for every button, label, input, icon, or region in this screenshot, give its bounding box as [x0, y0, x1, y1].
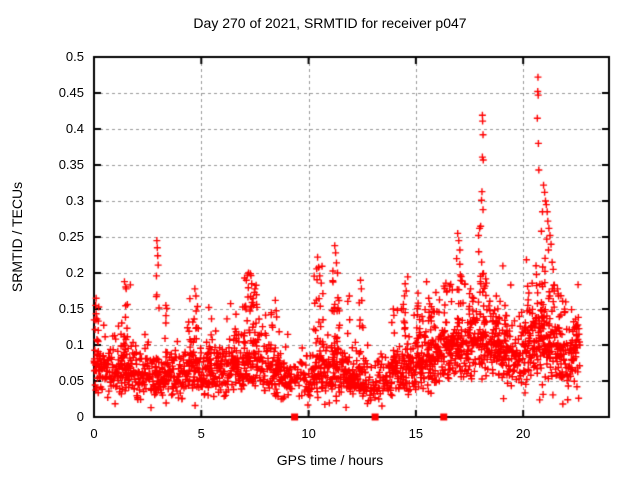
y-tick-label: 0.3 [65, 193, 84, 208]
x-axis-label: GPS time / hours [276, 452, 384, 468]
x-tick-label: 15 [408, 426, 424, 441]
y-tick-label: 0.15 [58, 301, 84, 316]
y-tick-label: 0.05 [58, 373, 84, 388]
x-tick-label: 0 [90, 426, 98, 441]
y-tick-label: 0.25 [58, 229, 84, 244]
y-tick-label: 0.35 [58, 157, 84, 172]
x-tick-label: 10 [301, 426, 316, 441]
y-tick-label: 0 [76, 409, 84, 424]
y-tick-label: 0.1 [65, 337, 84, 352]
x-tick-label: 20 [515, 426, 531, 441]
y-tick-label: 0.4 [65, 121, 84, 136]
y-tick-label: 0.45 [58, 85, 84, 100]
y-tick-label: 0.5 [65, 49, 84, 64]
y-tick-label: 0.2 [65, 265, 84, 280]
x-tick-label: 5 [197, 426, 205, 441]
